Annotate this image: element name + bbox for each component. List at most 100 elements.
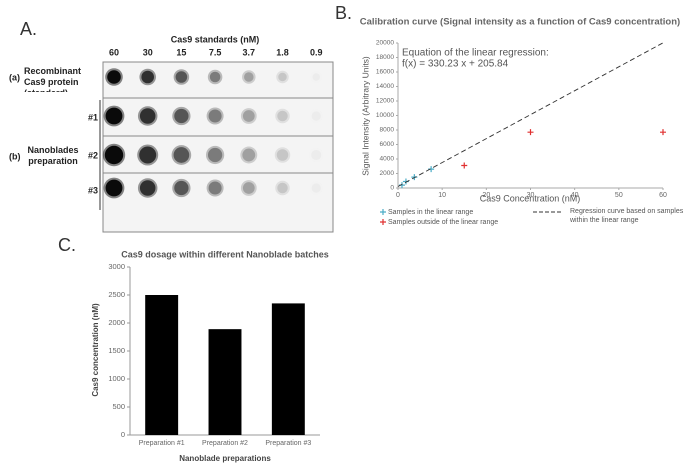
group-label: Nanoblades preparation (27, 145, 79, 166)
blot-spot (174, 108, 189, 124)
blot-spot (107, 70, 121, 84)
y-tick-label: 0 (121, 430, 125, 439)
y-tick-label: 3000 (108, 262, 125, 271)
bar (145, 295, 179, 435)
concentration-label: 7.5 (209, 47, 222, 57)
blot-spot (104, 145, 124, 165)
group-label-box: Recombinant Cas9 protein (standard) (24, 66, 82, 92)
x-tick-label: Preparation #2 (202, 440, 248, 447)
y-tick-label: 16000 (376, 69, 394, 76)
blot-spot (139, 108, 156, 124)
concentration-label: 15 (176, 47, 186, 57)
blot-spot (311, 149, 322, 161)
x-axis-label: Nanoblade preparations (179, 454, 271, 463)
blot-spot (173, 147, 190, 163)
legend-label: Samples in the linear range (388, 209, 473, 216)
x-tick-label: 30 (527, 192, 535, 199)
data-point (461, 162, 468, 169)
blot-spot (208, 181, 222, 195)
panel-label: B. (335, 3, 352, 23)
blot-spot (141, 70, 154, 84)
batch-label: #2 (88, 150, 98, 160)
panel-label: C. (58, 235, 76, 255)
y-tick-label: 4000 (380, 156, 395, 163)
x-axis-label: Cas9 Concentration (nM) (480, 193, 581, 203)
y-tick-label: 14000 (376, 83, 394, 90)
blot-spot (139, 180, 156, 196)
legend-marker (380, 219, 386, 225)
concentration-label: 60 (109, 47, 119, 57)
blot-spot (209, 71, 221, 83)
regression-line (397, 42, 664, 187)
x-tick-label: 10 (438, 192, 446, 199)
legend-label-box: Regression curve based on samples within… (570, 208, 684, 224)
blot (102, 68, 324, 199)
concentration-label: 30 (143, 47, 153, 57)
concentration-label: 1.8 (276, 47, 289, 57)
panel-label: A. (20, 19, 37, 39)
batch-label: #3 (88, 185, 98, 195)
bar (208, 329, 242, 435)
x-tick-label: Preparation #3 (265, 440, 311, 447)
blot-spot (278, 72, 287, 82)
y-tick-label: 2000 (380, 170, 395, 177)
y-tick-label: 20000 (376, 40, 394, 47)
blot-spot (244, 72, 254, 82)
y-tick-label: 12000 (376, 98, 394, 105)
x-tick-label: 60 (659, 192, 667, 199)
blot-spot (276, 149, 289, 161)
data-point (411, 174, 418, 181)
data-point (527, 129, 534, 136)
y-tick-label: 1000 (108, 374, 125, 383)
blot-spot (312, 73, 320, 81)
group-tag: (a) (9, 72, 20, 82)
y-tick-label: 2500 (108, 290, 125, 299)
blot-spot (105, 107, 123, 125)
annotation: f(x) = 330.23 x + 205.84 (402, 59, 509, 70)
y-tick-label: 1500 (108, 346, 125, 355)
blot-spot (242, 110, 255, 122)
group-label: Recombinant Cas9 protein (standard) (24, 66, 82, 92)
blot-spot (311, 111, 321, 121)
blot-spot (139, 146, 157, 164)
y-tick-label: 6000 (380, 141, 395, 148)
y-tick-label: 8000 (380, 127, 395, 134)
legend-label: Regression curve based on samples within… (570, 208, 684, 224)
legend-label: Samples outside of the linear range (388, 219, 498, 226)
bar (271, 303, 305, 435)
blot-spot (242, 182, 255, 194)
y-tick-label: 500 (112, 402, 125, 411)
concentration-label: 0.9 (310, 47, 323, 57)
blot-spot (277, 182, 288, 194)
blot-spot (174, 180, 189, 196)
x-tick-label: 0 (396, 192, 400, 199)
x-tick-label: 40 (571, 192, 579, 199)
blot-spot (105, 179, 123, 197)
blot-spot (208, 109, 222, 123)
chart-title: Cas9 dosage within different Nanoblade b… (121, 249, 329, 259)
blot-spot (311, 183, 321, 193)
blot-spot (207, 147, 223, 163)
legend-marker (380, 209, 386, 215)
blot-spot (277, 110, 288, 122)
batch-label: #1 (88, 112, 98, 122)
concentration-label: 3.7 (243, 47, 256, 57)
group-label-box: Nanoblades preparation (27, 145, 79, 166)
y-tick-label: 18000 (376, 54, 394, 61)
blot-header: Cas9 standards (nM) (171, 34, 260, 44)
blot-spot (242, 148, 256, 162)
blot-spot (175, 71, 188, 83)
y-tick-label: 2000 (108, 318, 125, 327)
y-tick-label: 0 (390, 185, 394, 192)
chart-title: Calibration curve (Signal intensity as a… (360, 17, 680, 28)
y-tick-label: 10000 (376, 112, 394, 119)
x-tick-label: 50 (615, 192, 623, 199)
y-axis-label: Cas9 concentration (nM) (91, 303, 100, 397)
annotation: Equation of the linear regression: (402, 48, 549, 59)
y-axis-label: Signal Intensity (Arbitrary Units) (360, 56, 370, 176)
data-point (660, 129, 666, 136)
x-tick-label: 20 (482, 192, 490, 199)
group-tag: (b) (9, 151, 21, 161)
x-tick-label: Preparation #1 (139, 440, 185, 447)
